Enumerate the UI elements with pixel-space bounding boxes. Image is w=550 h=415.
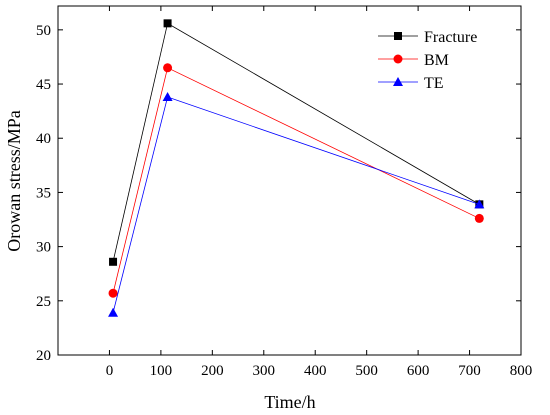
y-axis-title: Orowan stress/MPa	[4, 110, 24, 252]
data-point-bm	[108, 288, 118, 298]
data-point-te	[474, 199, 485, 209]
x-tick-label: 600	[407, 363, 430, 379]
data-point-fracture	[163, 19, 172, 28]
y-tick-label: 30	[36, 240, 51, 256]
legend-entry-te: TE	[378, 75, 444, 92]
data-point-bm	[163, 63, 173, 73]
data-point-te	[108, 307, 119, 317]
y-tick-label: 35	[36, 185, 51, 201]
x-tick-label: 700	[458, 363, 481, 379]
legend-label-bm: BM	[424, 52, 449, 69]
x-tick-label: 500	[355, 363, 378, 379]
legend-marker-fracture	[394, 32, 402, 40]
x-tick-label: 300	[253, 363, 276, 379]
plot-frame	[57, 5, 522, 356]
x-tick-label: 200	[201, 363, 224, 379]
series-line-te	[112, 96, 480, 313]
legend-entry-fracture: Fracture	[378, 29, 477, 46]
y-tick-label: 50	[36, 23, 51, 39]
legend-entry-bm: BM	[378, 52, 449, 69]
y-tick-label: 40	[36, 131, 51, 147]
legend-marker-bm	[393, 54, 403, 64]
y-tick-label: 45	[36, 77, 51, 93]
x-tick-label: 800	[510, 363, 533, 379]
legend-label-fracture: Fracture	[424, 29, 477, 46]
legend-marker-te	[393, 77, 403, 86]
legend-label-te: TE	[424, 75, 444, 92]
x-tick-label: 400	[304, 363, 327, 379]
series-layer	[108, 19, 485, 317]
x-tick-label: 100	[150, 363, 173, 379]
y-tick-label: 25	[36, 294, 51, 310]
axis-ticks: 0 100 200 300 400 500 600 700 800 20 25 30 35 40 45 50	[36, 6, 532, 379]
y-tick-label: 20	[36, 348, 51, 364]
data-point-fracture	[109, 257, 118, 266]
legend: Fracture BM TE	[378, 29, 477, 92]
series-te	[108, 92, 485, 317]
x-axis-title: Time/h	[264, 392, 315, 412]
data-point-te	[162, 92, 173, 102]
x-tick-label: 0	[106, 363, 114, 379]
series-line-bm	[112, 67, 480, 294]
data-point-bm	[474, 213, 484, 223]
